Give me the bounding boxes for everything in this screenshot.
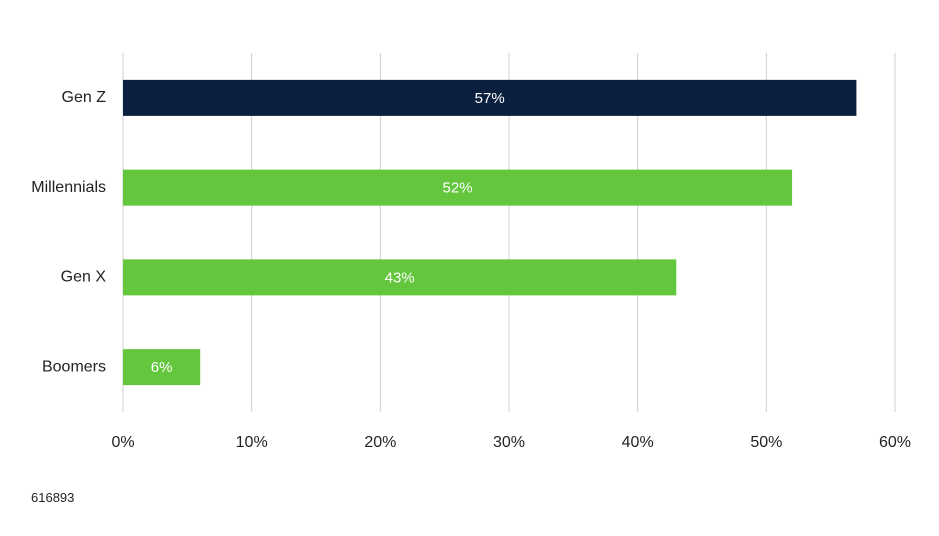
x-tick-label: 0% [111, 434, 134, 451]
x-tick-label: 30% [493, 434, 525, 451]
bar [123, 349, 201, 386]
x-tick-label: 20% [364, 434, 396, 451]
x-tick-label: 50% [750, 434, 782, 451]
category-label: Gen X [61, 269, 107, 286]
category-label: Boomers [42, 358, 106, 375]
chart-footnote: 616893 [31, 490, 75, 505]
data-label: 43% [385, 269, 415, 286]
category-label: Millennials [31, 179, 106, 196]
x-tick-label: 60% [879, 434, 911, 451]
data-label: 57% [475, 90, 505, 107]
bar [123, 169, 793, 206]
data-label: 6% [151, 359, 173, 376]
bar [123, 259, 677, 296]
category-label: Gen Z [62, 89, 107, 106]
x-tick-label: 40% [622, 434, 654, 451]
bar [123, 79, 857, 116]
data-label: 52% [443, 180, 473, 197]
x-tick-label: 10% [236, 434, 268, 451]
